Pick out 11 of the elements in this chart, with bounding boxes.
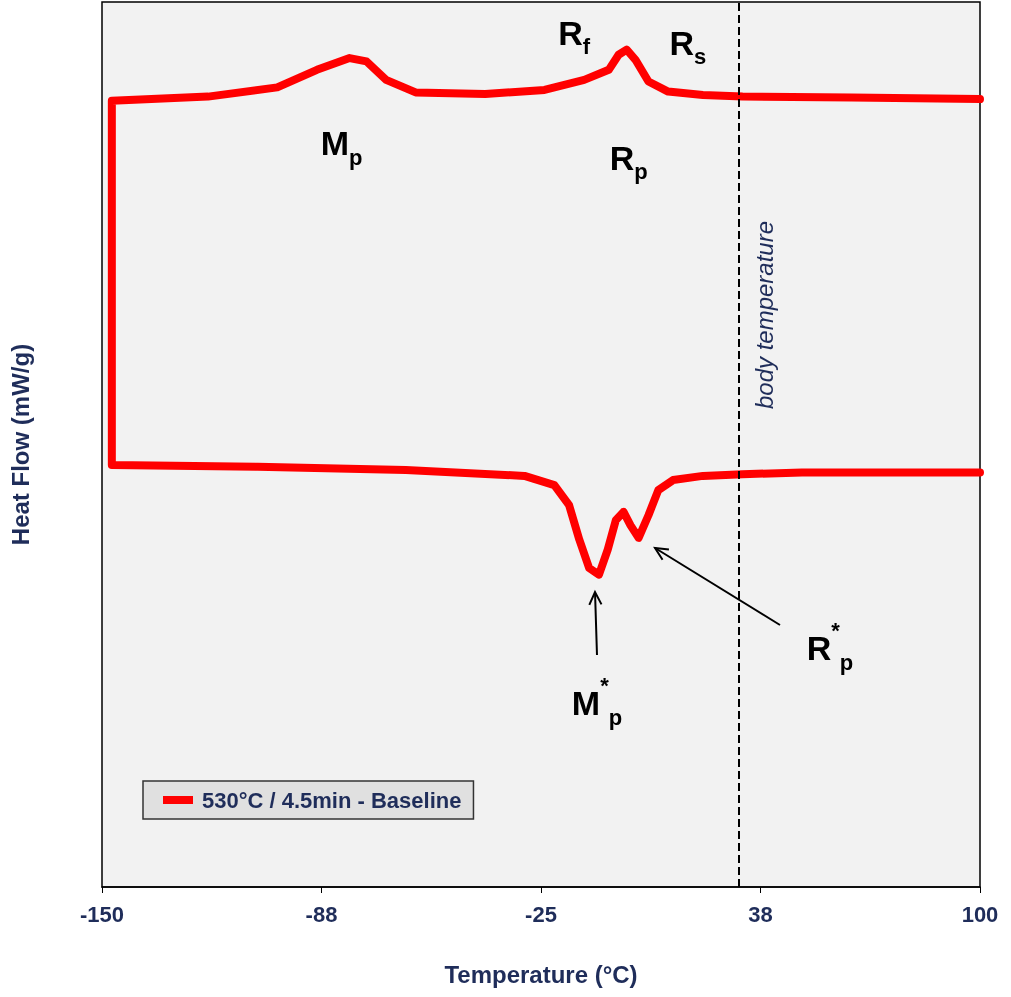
x-tick-label: 38 xyxy=(748,901,773,927)
x-tick-label: -88 xyxy=(305,901,338,927)
x-tick-label: 100 xyxy=(961,901,999,927)
legend-label: 530°C / 4.5min - Baseline xyxy=(202,787,462,813)
annotation: R*p xyxy=(806,617,854,675)
annotation: M*p xyxy=(571,672,623,730)
x-axis-title: Temperature (°C) xyxy=(444,960,638,988)
x-tick-label: -25 xyxy=(525,901,557,927)
y-axis-title: Heat Flow (mW/g) xyxy=(6,343,34,546)
x-tick-label: -150 xyxy=(79,901,125,927)
ref-line-label: body temperature xyxy=(750,220,778,410)
